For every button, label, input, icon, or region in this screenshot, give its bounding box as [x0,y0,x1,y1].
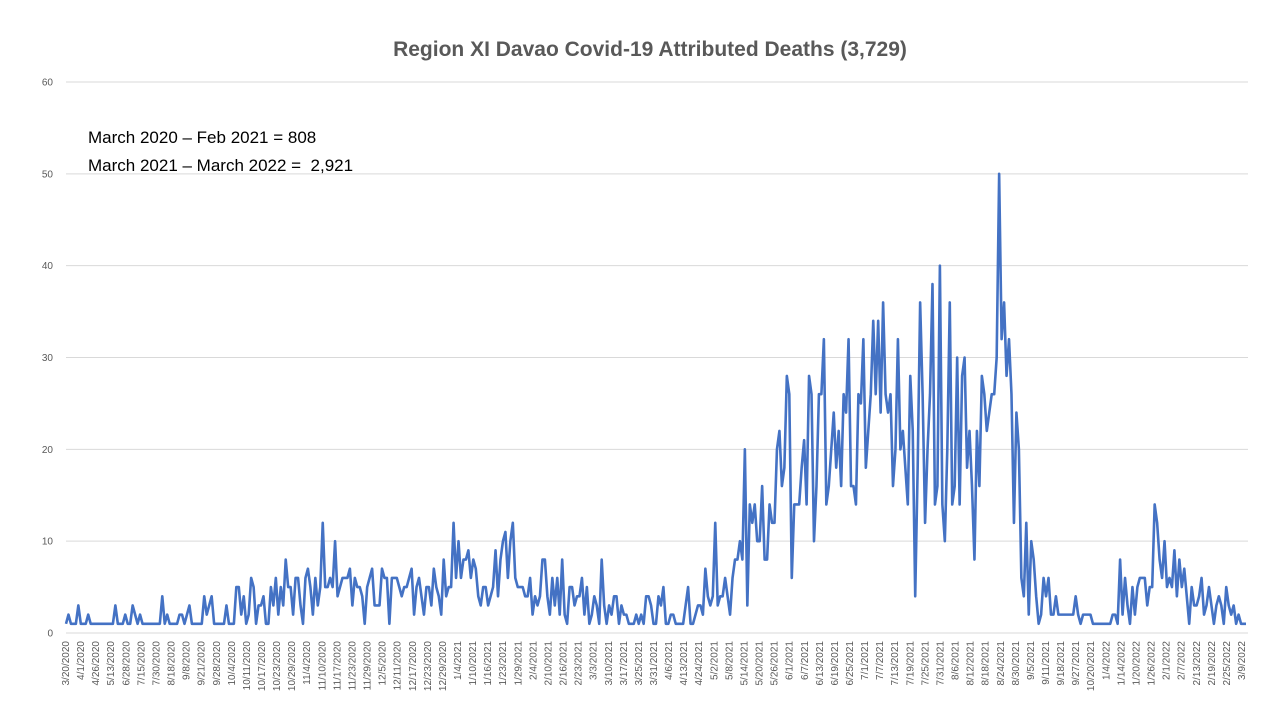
x-axis-ticks: 3/20/2020 4/1/2020 4/26/2020 5/13/2020 6/28/… [61,641,1248,691]
x-tick-label: 5/8/2021 [724,641,735,680]
y-tick-label: 10 [42,537,54,548]
deaths-series-line [64,172,1246,626]
x-tick-label: 3/31/2021 [649,641,660,686]
x-tick-label: 10/17/2020 [257,641,268,691]
x-tick-label: 6/19/2021 [830,641,841,686]
x-tick-label: 12/29/2020 [438,641,449,691]
x-tick-label: 9/5/2021 [1026,641,1037,680]
x-tick-label: 2/16/2021 [559,641,570,686]
x-tick-label: 7/19/2021 [905,641,916,686]
x-tick-label: 10/23/2020 [272,641,283,691]
y-tick-label: 30 [42,353,54,364]
x-tick-label: 8/18/2020 [167,641,178,686]
x-tick-label: 2/1/2022 [1162,641,1173,680]
chart-title: Region XI Davao Covid-19 Attributed Deat… [393,38,907,61]
x-tick-label: 9/21/2020 [197,641,208,686]
x-tick-label: 2/23/2021 [574,641,585,686]
annotation-first-period: March 2020 – Feb 2021 = 808 [88,128,317,147]
x-tick-label: 11/29/2020 [363,641,374,691]
x-tick-label: 2/25/2022 [1222,641,1233,686]
x-tick-label: 8/6/2021 [951,641,962,680]
x-tick-label: 7/13/2021 [890,641,901,686]
y-axis-ticks: 0 10 20 30 40 50 60 [42,78,54,640]
x-tick-label: 12/11/2020 [393,641,404,691]
x-tick-label: 4/26/2020 [91,641,102,686]
x-tick-label: 2/7/2022 [1177,641,1188,680]
x-tick-label: 4/24/2021 [694,641,705,686]
x-tick-label: 3/25/2021 [634,641,645,686]
x-tick-label: 1/10/2021 [468,641,479,686]
x-tick-label: 9/27/2021 [1071,641,1082,686]
x-tick-label: 1/16/2021 [483,641,494,686]
y-tick-label: 20 [42,445,54,456]
x-tick-label: 1/29/2021 [513,641,524,686]
x-tick-label: 2/19/2022 [1207,641,1218,686]
x-tick-label: 10/20/2021 [1086,641,1097,691]
x-tick-label: 7/15/2020 [136,641,147,686]
x-tick-label: 8/12/2021 [966,641,977,686]
x-tick-label: 8/24/2021 [996,641,1007,686]
x-tick-label: 11/17/2020 [332,641,343,691]
x-tick-label: 7/1/2021 [860,641,871,680]
x-tick-label: 9/18/2021 [1056,641,1067,686]
x-tick-label: 12/23/2020 [423,641,434,691]
x-tick-label: 1/4/2022 [1101,641,1112,680]
x-tick-label: 4/6/2021 [664,641,675,680]
x-tick-label: 8/18/2021 [981,641,992,686]
x-tick-label: 10/4/2020 [227,641,238,686]
x-tick-label: 5/20/2021 [755,641,766,686]
x-tick-label: 11/10/2020 [317,641,328,691]
x-tick-label: 9/8/2020 [182,641,193,680]
x-tick-label: 4/13/2021 [679,641,690,686]
x-tick-label: 9/28/2020 [212,641,223,686]
x-tick-label: 10/29/2020 [287,641,298,691]
x-tick-label: 8/30/2021 [1011,641,1022,686]
x-tick-label: 6/28/2020 [121,641,132,686]
x-tick-label: 9/11/2021 [1041,641,1052,685]
x-tick-label: 1/23/2021 [498,641,509,686]
x-tick-label: 7/31/2021 [935,641,946,686]
y-tick-label: 0 [47,629,53,640]
x-tick-label: 3/20/2020 [61,641,72,686]
x-tick-label: 5/13/2020 [106,641,117,686]
x-tick-label: 10/11/2020 [242,641,253,691]
x-tick-label: 11/4/2020 [302,641,313,685]
gridlines [66,81,1248,634]
x-tick-label: 6/13/2021 [815,641,826,686]
annotation-second-period: March 2021 – March 2022 = 2,921 [88,156,354,175]
x-tick-label: 12/17/2020 [408,641,419,691]
x-tick-label: 7/7/2021 [875,641,886,680]
x-tick-label: 1/20/2022 [1131,641,1142,686]
x-tick-label: 1/14/2022 [1116,641,1127,686]
y-tick-label: 40 [42,261,54,272]
x-tick-label: 3/9/2022 [1237,641,1248,680]
x-tick-label: 12/5/2020 [378,641,389,686]
x-tick-label: 5/14/2021 [739,641,750,686]
x-tick-label: 5/26/2021 [770,641,781,686]
x-tick-label: 3/10/2021 [604,641,615,686]
x-tick-label: 11/23/2020 [347,641,358,691]
x-tick-label: 7/25/2021 [920,641,931,686]
x-tick-label: 1/26/2022 [1147,641,1158,686]
x-tick-label: 1/4/2021 [453,641,464,680]
x-tick-label: 3/17/2021 [619,641,630,686]
x-tick-label: 6/1/2021 [785,641,796,680]
x-tick-label: 5/2/2021 [709,641,720,680]
x-tick-label: 3/3/2021 [589,641,600,680]
y-tick-label: 60 [42,78,54,89]
y-tick-label: 50 [42,169,54,180]
x-tick-label: 6/7/2021 [800,641,811,680]
x-tick-label: 2/4/2021 [528,641,539,680]
x-tick-label: 6/25/2021 [845,641,856,686]
x-tick-label: 7/30/2020 [151,641,162,686]
x-tick-label: 2/13/2022 [1192,641,1203,686]
x-tick-label: 4/1/2020 [76,641,87,680]
x-tick-label: 2/10/2021 [543,641,554,686]
